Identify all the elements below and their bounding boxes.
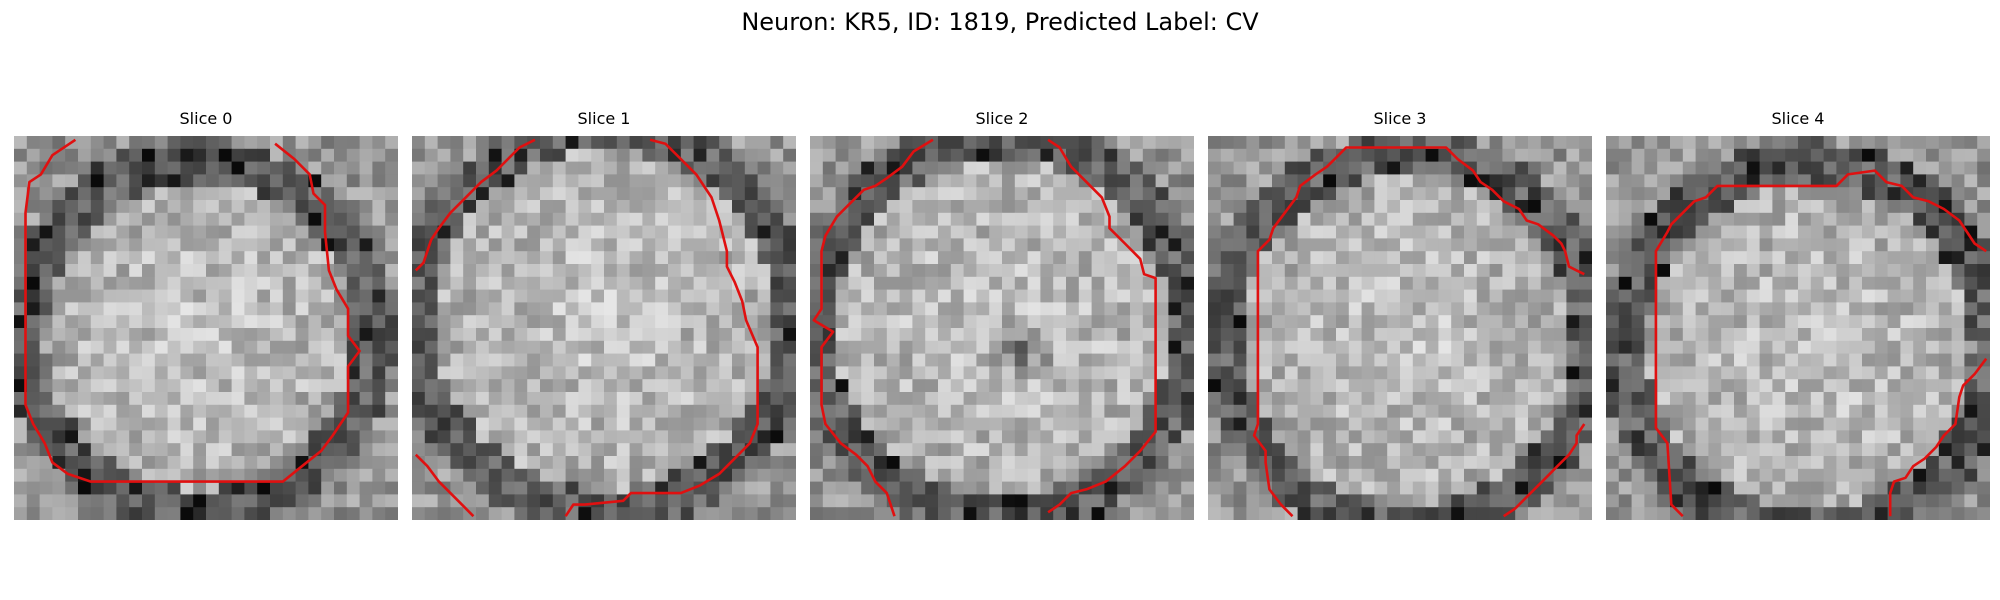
contour-line-0 (24, 138, 361, 483)
pixel-grid (1208, 136, 1592, 520)
slice-image-1 (412, 136, 796, 520)
pixel-grid (14, 136, 398, 520)
pixel-grid (1606, 136, 1990, 520)
contour-line-0 (812, 138, 934, 517)
contour-line-0 (1654, 169, 1987, 518)
slice-image-4 (1606, 136, 1990, 520)
pixel-grid (412, 136, 796, 520)
slice-title-3: Slice 3 (1373, 109, 1427, 128)
slice-panel-0: Slice 0 (14, 108, 398, 520)
contour-line-1 (1888, 357, 1988, 517)
slice-title-1: Slice 1 (577, 109, 631, 128)
contour-line-0 (414, 138, 536, 272)
slice-panel-2: Slice 2 (810, 108, 1194, 520)
slice-panel-4: Slice 4 (1606, 108, 1990, 520)
contour-line-2 (414, 453, 475, 518)
contour-line-0 (1252, 146, 1585, 518)
slice-image-2 (810, 136, 1194, 520)
slice-image-0 (14, 136, 398, 520)
pixel-grid (810, 136, 1194, 520)
slice-title-2: Slice 2 (975, 109, 1029, 128)
contour-line-1 (1502, 423, 1586, 518)
slice-image-3 (1208, 136, 1592, 520)
slice-panel-3: Slice 3 (1208, 108, 1592, 520)
contour-line-1 (564, 138, 759, 517)
figure-title: Neuron: KR5, ID: 1819, Predicted Label: … (741, 8, 1259, 36)
slice-title-4: Slice 4 (1771, 109, 1825, 128)
contour-line-1 (1047, 138, 1157, 514)
slice-title-0: Slice 0 (179, 109, 233, 128)
slice-panel-1: Slice 1 (412, 108, 796, 520)
